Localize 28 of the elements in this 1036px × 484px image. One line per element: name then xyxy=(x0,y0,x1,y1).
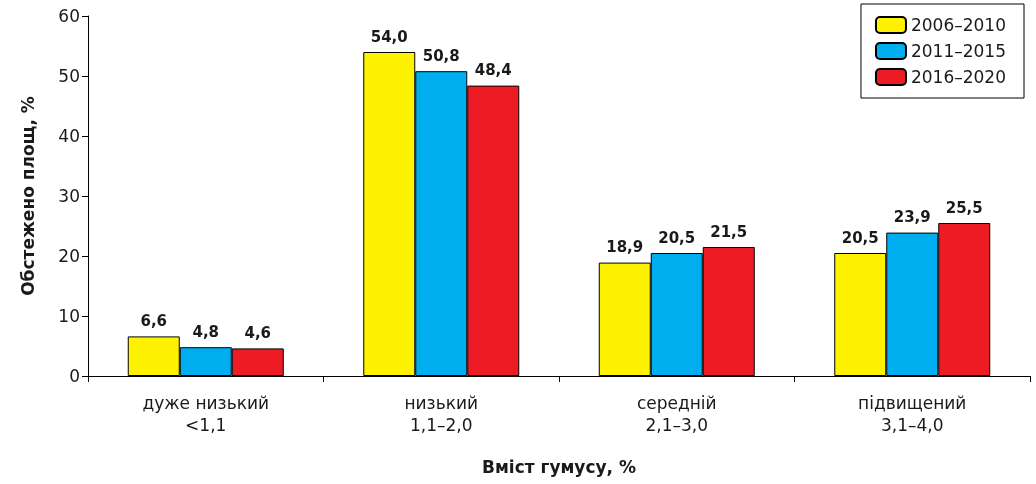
data-label: 4,8 xyxy=(192,322,220,341)
legend-label: 2016–2020 xyxy=(910,67,1006,87)
y-tick-label: 0 xyxy=(69,366,80,386)
x-tick-label: низький 1,1–2,0 xyxy=(404,393,479,435)
data-label: 25,5 xyxy=(945,198,983,217)
data-label: 6,6 xyxy=(140,311,168,330)
y-tick-label: 40 xyxy=(58,126,80,146)
x-tick-label: середній 2,1–3,0 xyxy=(636,393,717,435)
y-tick-label: 20 xyxy=(58,246,80,266)
data-label: 50,8 xyxy=(422,46,460,65)
y-tick-label: 60 xyxy=(58,6,80,26)
y-tick-label: 50 xyxy=(58,66,80,86)
legend-label: 2006–2010 xyxy=(910,15,1006,35)
data-label: 23,9 xyxy=(893,208,931,227)
data-label: 48,4 xyxy=(474,61,512,80)
data-label: 18,9 xyxy=(606,238,644,257)
x-tick-label: підвищений 3,1–4,0 xyxy=(858,393,967,435)
y-tick-label: 10 xyxy=(58,306,80,326)
x-axis-title: Вміст гумусу, % xyxy=(481,456,637,477)
data-label: 54,0 xyxy=(370,27,408,46)
data-label: 21,5 xyxy=(710,222,748,241)
legend-label: 2011–2015 xyxy=(910,41,1006,61)
data-label: 4,6 xyxy=(244,323,272,342)
data-label: 20,5 xyxy=(658,228,696,247)
data-label: 20,5 xyxy=(841,228,879,247)
y-axis-title: Обстежено площ, % xyxy=(17,96,38,296)
x-tick-label: дуже низький <1,1 xyxy=(142,393,270,435)
y-tick-label: 30 xyxy=(58,186,80,206)
